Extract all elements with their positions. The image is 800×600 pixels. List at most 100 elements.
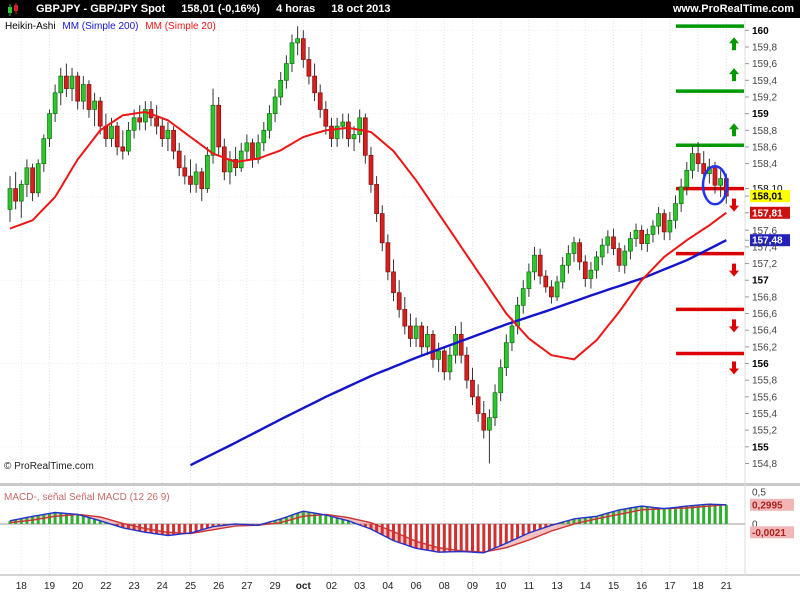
macd-histogram-bar: [126, 524, 130, 529]
x-axis-label: 17: [664, 581, 676, 592]
candle-body: [221, 146, 227, 173]
candle-body: [24, 167, 30, 185]
macd-histogram-bar: [454, 524, 458, 552]
price-axis-label: 158,6: [752, 142, 777, 153]
x-axis-label: 08: [439, 581, 451, 592]
x-axis-label: 06: [411, 581, 423, 592]
candle-body: [475, 396, 481, 414]
price-axis-label: 159,4: [752, 76, 777, 87]
price-axis-label: 156,8: [752, 292, 777, 303]
candle-body: [300, 38, 306, 60]
down-arrow-icon[interactable]: [729, 263, 739, 277]
legend-series: Heikin-Ashi: [5, 21, 56, 32]
macd-histogram-bar: [132, 524, 136, 531]
candle-body: [75, 75, 81, 102]
macd-histogram-bar: [53, 512, 57, 524]
candle-body: [165, 129, 171, 139]
macd-histogram-bar: [493, 524, 497, 548]
x-axis-label: oct: [296, 581, 312, 592]
candle-body: [210, 104, 216, 156]
macd-histogram-bar: [64, 513, 68, 524]
price-axis-label: 157: [752, 276, 769, 287]
annotation-ellipse[interactable]: [701, 165, 729, 206]
candle-body: [154, 117, 159, 127]
mm200-line: [189, 239, 727, 467]
candle-body: [244, 142, 250, 152]
mm20-line: [9, 110, 727, 361]
candle-body: [7, 188, 13, 210]
price-axis-label: 159: [752, 109, 769, 120]
macd-histogram-bar: [651, 507, 655, 524]
price-axis-label: 158,4: [752, 159, 777, 170]
candle-body: [97, 100, 103, 127]
macd-histogram-bar: [205, 524, 209, 529]
candle-body: [109, 125, 114, 139]
site-link[interactable]: www.ProRealTime.com: [672, 3, 794, 15]
candle-body: [340, 121, 346, 127]
candle-body: [368, 154, 374, 185]
macd-histogram-bar: [533, 524, 536, 531]
candle-body: [464, 354, 470, 381]
price-axis-label: 157,6: [752, 226, 777, 237]
down-arrow-icon[interactable]: [729, 198, 739, 212]
down-arrow-icon[interactable]: [729, 319, 739, 333]
macd-histogram-bar: [713, 504, 717, 524]
up-arrow-icon[interactable]: [729, 37, 739, 51]
macd-histogram-bar: [544, 524, 548, 528]
macd-histogram-bar: [657, 508, 661, 524]
candle-body: [458, 334, 464, 356]
legend-mm20: MM (Simple 20): [145, 21, 216, 32]
macd-histogram-bar: [685, 506, 689, 524]
price-axis-label: 159,8: [752, 43, 777, 54]
macd-histogram-bar: [330, 516, 333, 524]
candle-body: [267, 113, 272, 131]
up-arrow-icon[interactable]: [729, 123, 739, 137]
macd-histogram-bar: [702, 504, 706, 524]
candle-body: [306, 59, 312, 77]
candle-body: [402, 309, 408, 327]
candle-body: [379, 213, 385, 244]
x-axis-label: 18: [693, 581, 705, 592]
macd-histogram-bar: [166, 524, 170, 536]
macd-histogram-bar: [696, 505, 700, 524]
macd-histogram-bar: [200, 524, 204, 530]
candle-body: [137, 117, 143, 123]
up-arrow-icon[interactable]: [729, 68, 739, 82]
main-chart-legend: Heikin-Ashi MM (Simple 200) MM (Simple 2…: [5, 21, 220, 32]
x-axis-label: 26: [213, 581, 225, 592]
levels-layer: [676, 24, 744, 375]
candle-body: [126, 129, 131, 152]
candle-body: [419, 325, 425, 348]
candle-body: [13, 188, 18, 202]
macd-histogram-bar: [538, 524, 542, 530]
macd-histogram-bar: [98, 520, 102, 524]
macd-histogram-bar: [606, 513, 610, 524]
candle-body: [633, 229, 639, 239]
macd-histogram-bar: [448, 524, 452, 552]
candle-body: [605, 236, 611, 246]
x-axis-label: 25: [185, 581, 197, 592]
x-axis-label: 04: [382, 581, 394, 592]
candle-body: [520, 288, 526, 306]
candle-body: [644, 234, 650, 244]
macd-histogram-bar: [724, 504, 728, 524]
macd-histogram-bar: [408, 524, 412, 547]
candle-body: [35, 163, 41, 194]
price-axis-label: 158,01: [752, 192, 783, 203]
candle-body: [255, 142, 261, 160]
macd-histogram-bar: [623, 509, 627, 524]
candle-body: [92, 100, 97, 110]
price-axis-label: 155: [752, 442, 769, 453]
x-axis-label: 11: [524, 581, 535, 592]
macd-histogram-bar: [273, 520, 277, 524]
macd-histogram-bar: [690, 505, 694, 524]
price-axis-label: 159,6: [752, 59, 777, 70]
candle-body: [673, 203, 678, 221]
candle-body: [509, 325, 515, 344]
candle-body: [171, 129, 176, 152]
price-axis-label: 158,10: [752, 184, 783, 195]
candle-body: [515, 304, 520, 327]
price-chart-canvas[interactable]: 160159,8159,6159,4159,2159158,8158,6158,…: [0, 18, 800, 600]
macd-histogram-bar: [471, 524, 474, 553]
down-arrow-icon[interactable]: [729, 361, 739, 375]
